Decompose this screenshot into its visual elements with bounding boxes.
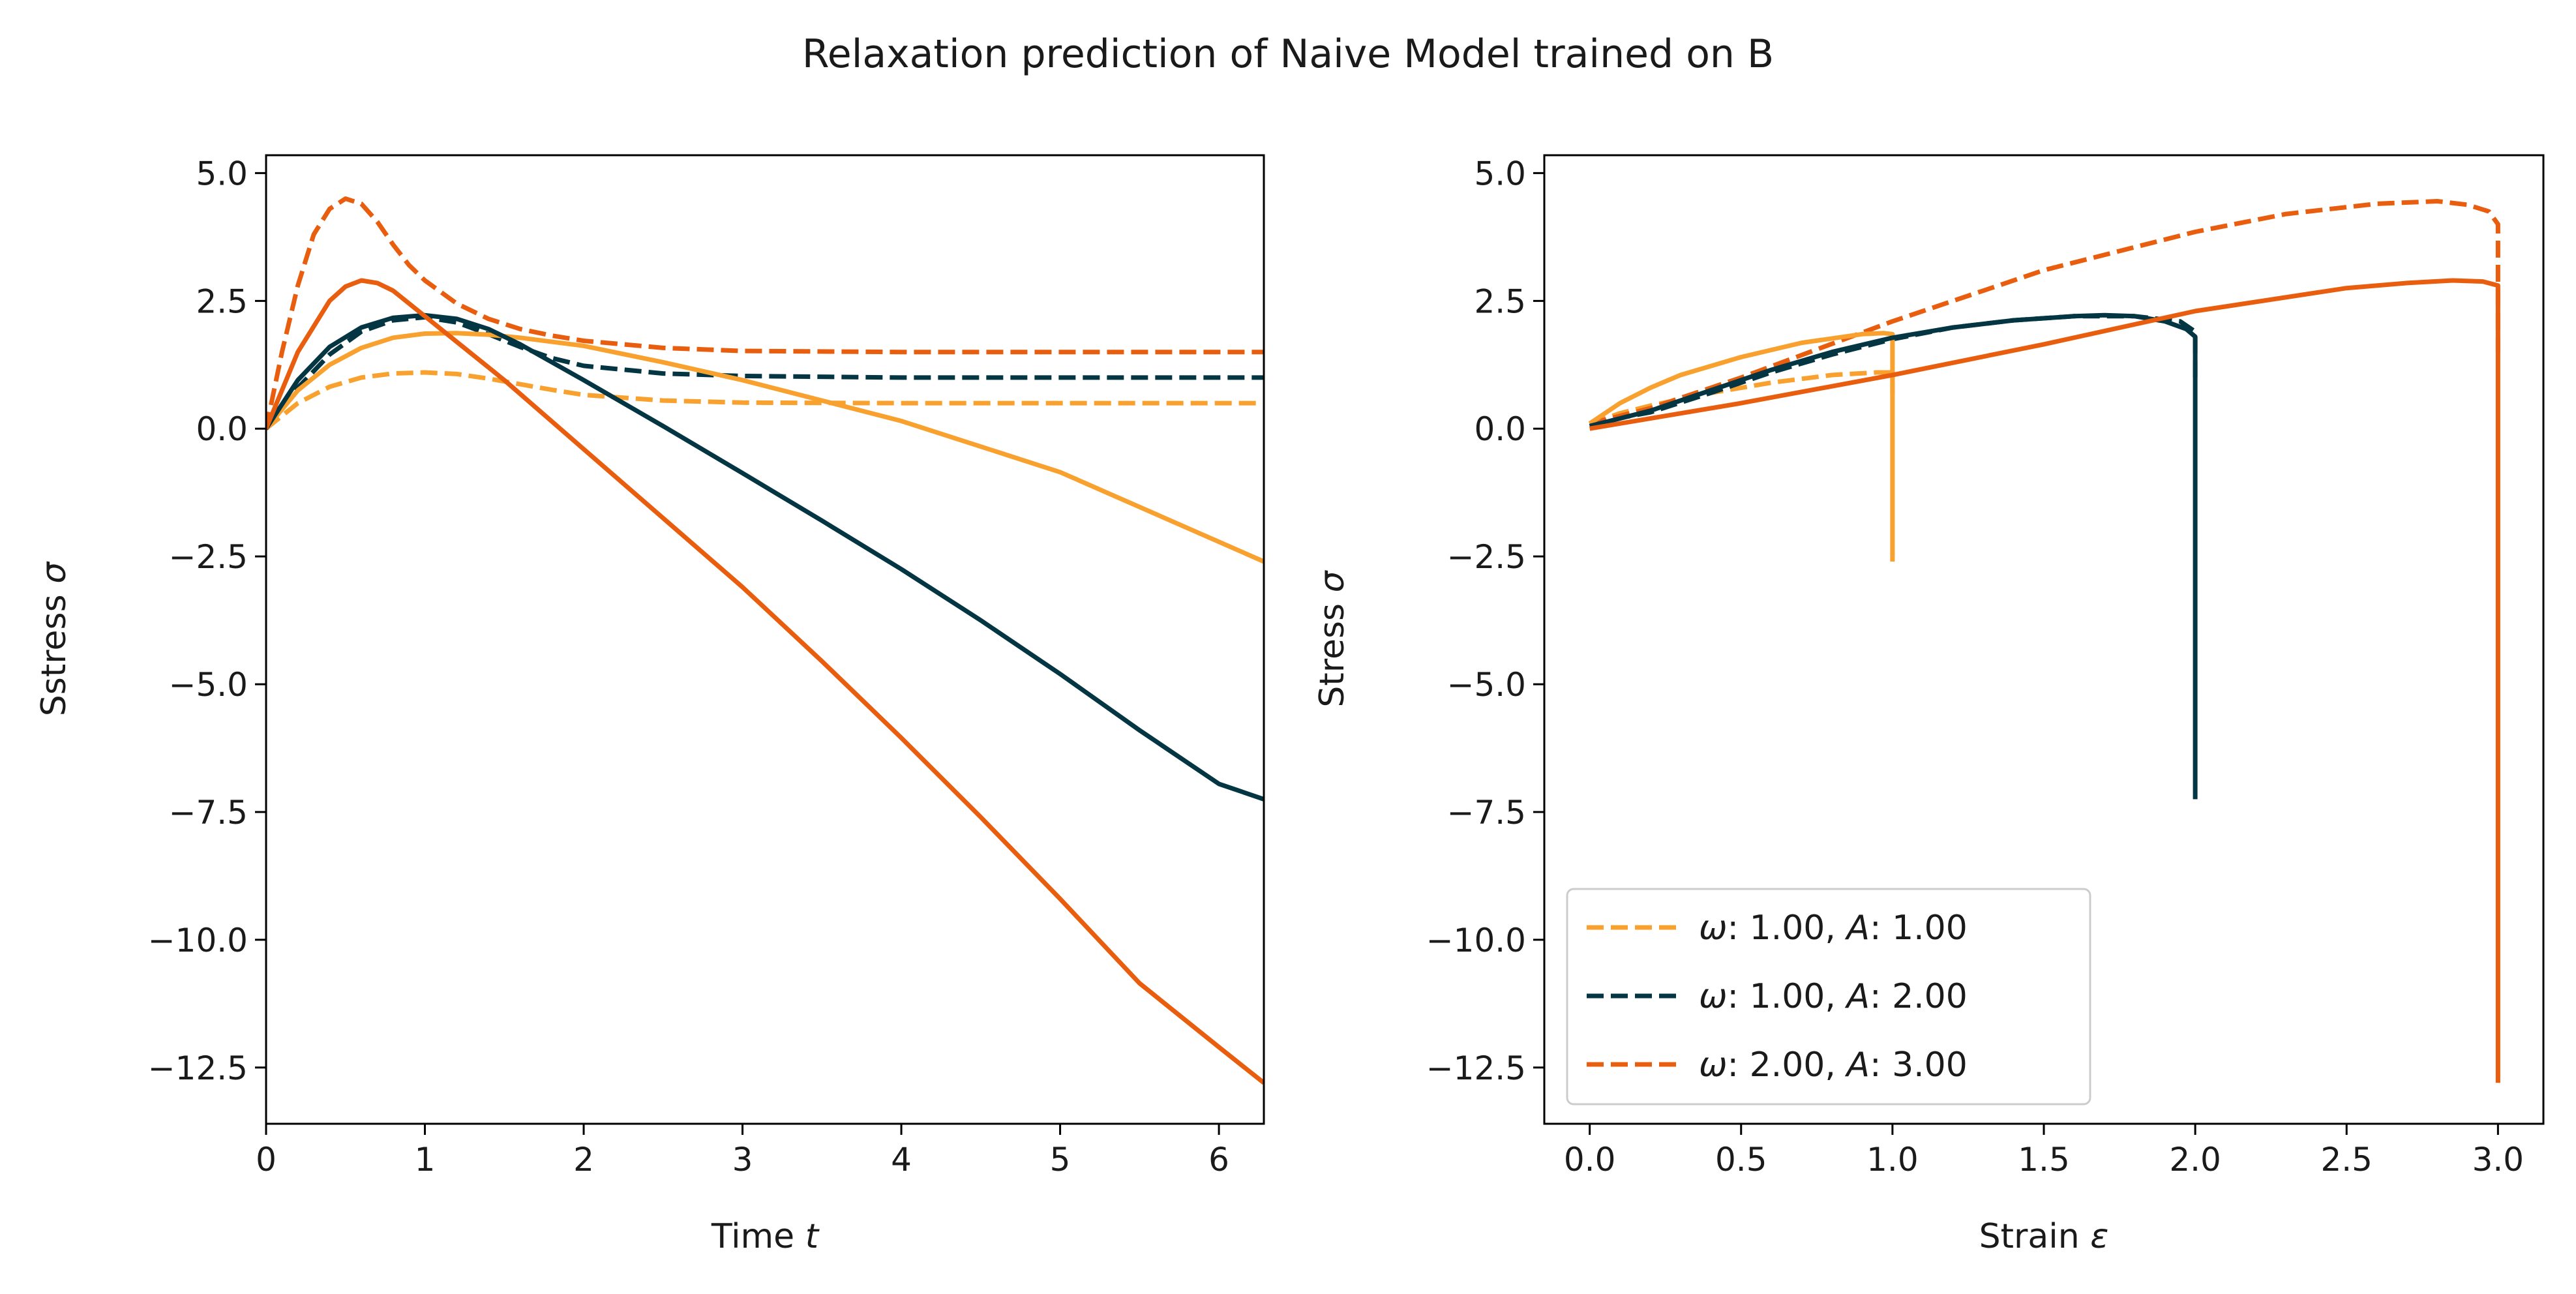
left-y-tick-label: 2.5 bbox=[196, 282, 248, 320]
left-y-tick-label: −2.5 bbox=[169, 538, 248, 576]
right-x-axis-label: Strain ε bbox=[1979, 1217, 2109, 1256]
right-y-tick-label: −7.5 bbox=[1447, 794, 1526, 832]
right-y-tick-label: −5.0 bbox=[1447, 666, 1526, 704]
right-series-line-3-dashed bbox=[1589, 199, 2500, 426]
left-series-line-5-solid bbox=[266, 312, 1264, 802]
right-x-tick-label: 2.0 bbox=[2169, 1141, 2221, 1179]
left-axes-frame bbox=[265, 154, 1265, 1125]
legend-box bbox=[1566, 888, 2091, 1106]
right-x-tick-label: 1.0 bbox=[1866, 1141, 1919, 1179]
left-series-line-2-dashed bbox=[266, 314, 1264, 430]
legend-label-2: ω: 1.00, A: 2.00 bbox=[1699, 977, 1968, 1016]
left-x-axis-label: Time t bbox=[711, 1217, 820, 1256]
left-x-tick-label: 5 bbox=[1050, 1141, 1071, 1179]
left-y-tick-label: −12.5 bbox=[148, 1049, 248, 1087]
left-y-axis-label: Sstress σ bbox=[35, 561, 74, 716]
right-y-tick-label: 0.0 bbox=[1474, 410, 1526, 448]
left-y-tick-label: −10.0 bbox=[148, 922, 248, 959]
right-axes-frame bbox=[1543, 154, 2545, 1125]
left-x-tick-label: 6 bbox=[1208, 1141, 1229, 1179]
left-x-tick-label: 3 bbox=[732, 1141, 753, 1179]
left-x-axis: 0 1 2 3 4 5 6 bbox=[256, 1124, 1229, 1179]
left-x-tick-label: 0 bbox=[256, 1141, 277, 1179]
left-x-tick-label: 1 bbox=[415, 1141, 436, 1179]
right-y-axis: 5.0 2.5 0.0 −2.5 −5.0 −7.5 −10.0 −12.5 bbox=[1426, 155, 1544, 1087]
right-series-line-1-dashed bbox=[1589, 370, 1895, 426]
left-series-group bbox=[266, 196, 1264, 1085]
right-y-tick-label: −10.0 bbox=[1426, 922, 1526, 959]
right-x-tick-label: 0.0 bbox=[1564, 1141, 1616, 1179]
right-y-tick-label: −12.5 bbox=[1426, 1049, 1526, 1087]
left-y-tick-label: −7.5 bbox=[169, 794, 248, 832]
right-y-axis-label: Stress σ bbox=[1313, 569, 1352, 707]
left-plot-area bbox=[266, 155, 1264, 1124]
left-x-tick-label: 4 bbox=[891, 1141, 912, 1179]
left-series-line-6-solid bbox=[266, 278, 1264, 1085]
left-y-tick-label: 5.0 bbox=[196, 155, 248, 192]
right-y-tick-label: 5.0 bbox=[1474, 155, 1526, 192]
left-y-axis: 5.0 2.5 0.0 −2.5 −5.0 −7.5 −10.0 −12.5 bbox=[148, 155, 266, 1087]
right-chart-panel: 0.0 0.5 1.0 1.5 2.0 2.5 3.0 5.0 2.5 0.0 −2.5 −5.0 −… bbox=[1313, 154, 2545, 1256]
right-series-group bbox=[1588, 199, 2500, 1083]
legend-label-1: ω: 1.00, A: 1.00 bbox=[1699, 909, 1968, 948]
right-series-line-6-solid bbox=[1589, 278, 2500, 1083]
left-series-line-3-dashed bbox=[266, 196, 1264, 429]
left-y-tick-label: 0.0 bbox=[196, 410, 248, 448]
right-x-tick-label: 1.5 bbox=[2018, 1141, 2070, 1179]
right-y-tick-label: 2.5 bbox=[1474, 282, 1526, 320]
right-x-tick-label: 2.5 bbox=[2320, 1141, 2373, 1179]
right-series-line-4-solid bbox=[1588, 331, 1895, 562]
legend-label-3: ω: 2.00, A: 3.00 bbox=[1699, 1046, 1968, 1085]
right-x-axis: 0.0 0.5 1.0 1.5 2.0 2.5 3.0 bbox=[1564, 1124, 2524, 1179]
left-x-tick-label: 2 bbox=[573, 1141, 594, 1179]
right-x-tick-label: 3.0 bbox=[2472, 1141, 2524, 1179]
right-y-tick-label: −2.5 bbox=[1447, 538, 1526, 576]
left-y-tick-label: −5.0 bbox=[169, 666, 248, 704]
right-x-tick-label: 0.5 bbox=[1715, 1141, 1767, 1179]
figure-title: Relaxation prediction of Naive Model tra… bbox=[802, 31, 1774, 77]
legend: ω: 1.00, A: 1.00 ω: 1.00, A: 2.00 ω: 2.0… bbox=[1566, 888, 2091, 1106]
right-series-line-5-solid bbox=[1589, 312, 2198, 800]
